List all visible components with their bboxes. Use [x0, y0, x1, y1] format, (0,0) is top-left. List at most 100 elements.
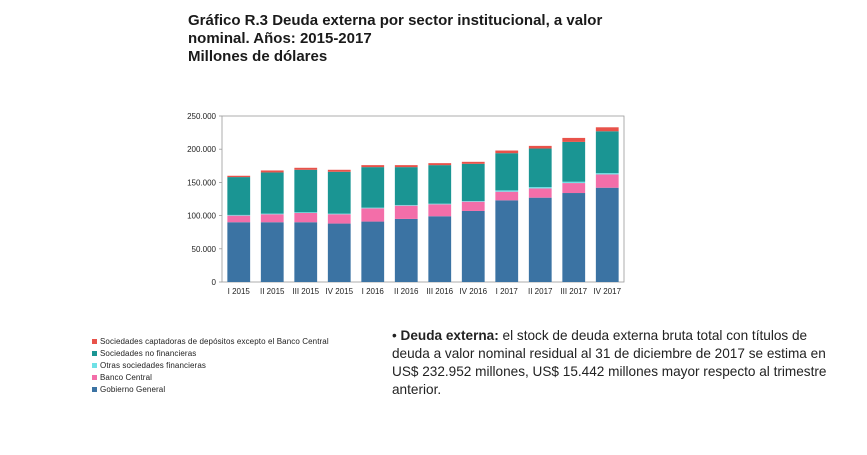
- bar-segment: [227, 214, 251, 216]
- y-tick-label: 200.000: [187, 145, 216, 154]
- bar-segment: [528, 148, 552, 188]
- bar-segment: [227, 177, 251, 215]
- bar-segment: [294, 167, 318, 170]
- bar-segment: [327, 223, 351, 282]
- bar-segment: [327, 171, 351, 214]
- x-tick-label: IV 2015: [325, 287, 353, 296]
- bar-segment: [461, 210, 485, 282]
- bar-segment: [495, 200, 519, 282]
- bar-segment: [361, 208, 385, 222]
- legend-item-sociedades-no-financieras: Sociedades no financieras: [92, 347, 392, 359]
- bar-segment: [528, 145, 552, 149]
- bar-segment: [428, 204, 452, 217]
- legend-label-sociedades-no-financieras: Sociedades no financieras: [100, 348, 197, 358]
- bar-segment: [595, 131, 619, 174]
- chart-title: Gráfico R.3 Deuda externa por sector ins…: [188, 12, 688, 66]
- legend-item-sociedades-captadoras: Sociedades captadoras de depósitos excep…: [92, 335, 392, 347]
- bar-segment: [394, 165, 418, 168]
- bar-segment: [260, 213, 284, 215]
- bar-segment: [294, 212, 318, 223]
- bar-segment: [294, 222, 318, 282]
- bar-segment: [428, 163, 452, 166]
- bar-segment: [260, 170, 284, 173]
- bar-segment: [495, 150, 519, 154]
- legend-label-gobierno-general: Gobierno General: [100, 384, 166, 394]
- bar-segment: [562, 141, 586, 182]
- legend-swatch-banco-central: [92, 374, 97, 380]
- legend-swatch-sociedades-no-financieras: [92, 350, 97, 356]
- legend-swatch-gobierno-general: [92, 386, 97, 392]
- y-tick-label: 250.000: [187, 112, 216, 121]
- legend-label-otras-sociedades-financieras: Otras sociedades financieras: [100, 360, 206, 370]
- bar-segment: [227, 215, 251, 223]
- legend-item-gobierno-general: Gobierno General: [92, 383, 392, 395]
- bar-segment: [361, 167, 385, 208]
- bar-segment: [361, 221, 385, 282]
- x-tick-label: IV 2017: [593, 287, 621, 296]
- legend-swatch-sociedades-captadoras: [92, 338, 97, 344]
- bar-segment: [595, 187, 619, 282]
- bar-segment: [528, 187, 552, 189]
- x-tick-label: III 2017: [560, 287, 587, 296]
- bar-segment: [227, 175, 251, 178]
- bar-segment: [327, 214, 351, 224]
- bar-segment: [461, 161, 485, 164]
- bar-segment: [260, 222, 284, 282]
- summary-text: el stock de deuda externa bruta total co…: [392, 328, 827, 397]
- x-tick-label: II 2015: [260, 287, 285, 296]
- bar-segment: [394, 167, 418, 205]
- bar-segment: [461, 201, 485, 211]
- bar-segment: [595, 127, 619, 132]
- bar-segment: [394, 218, 418, 282]
- bar-segment: [562, 183, 586, 194]
- chart-legend: Sociedades captadoras de depósitos excep…: [92, 335, 392, 395]
- bar-segment: [495, 191, 519, 201]
- bar-segment: [461, 200, 485, 202]
- y-tick-label: 100.000: [187, 212, 216, 221]
- bar-segment: [595, 173, 619, 175]
- bar-segment: [428, 216, 452, 282]
- y-tick-label: 50.000: [192, 245, 217, 254]
- bar-segment: [227, 222, 251, 282]
- y-tick-label: 150.000: [187, 178, 216, 187]
- y-tick-label: 0: [212, 278, 217, 287]
- x-tick-label: III 2016: [426, 287, 453, 296]
- x-tick-label: I 2015: [228, 287, 251, 296]
- plot-frame: [221, 115, 625, 283]
- bar-segment: [327, 169, 351, 172]
- bar-segment: [394, 204, 418, 206]
- legend-label-banco-central: Banco Central: [100, 372, 152, 382]
- bar-segment: [595, 174, 619, 188]
- legend-label-sociedades-captadoras: Sociedades captadoras de depósitos excep…: [100, 336, 329, 346]
- bar-segment: [495, 153, 519, 191]
- bar-segment: [260, 172, 284, 214]
- chart-title-line-2: nominal. Años: 2015-2017: [188, 30, 372, 47]
- bar-segment: [327, 213, 351, 215]
- bar-segment: [428, 165, 452, 204]
- summary-heading: Deuda externa:: [400, 328, 499, 343]
- x-tick-label: I 2016: [362, 287, 385, 296]
- legend-item-otras-sociedades-financieras: Otras sociedades financieras: [92, 359, 392, 371]
- x-tick-label: I 2017: [496, 287, 519, 296]
- bar-segment: [294, 169, 318, 213]
- bar-segment: [562, 137, 586, 142]
- stacked-bar-chart: 0 50.000 100.000 150.000 200.000 250.000 I 201…: [187, 112, 625, 296]
- bar-segment: [428, 203, 452, 205]
- bar-segment: [294, 212, 318, 213]
- x-tick-label: IV 2016: [459, 287, 487, 296]
- x-tick-label: III 2015: [292, 287, 319, 296]
- bullet: •: [392, 328, 397, 343]
- bar-segment: [528, 188, 552, 198]
- chart-title-line-3: Millones de dólares: [188, 48, 328, 65]
- bar-segment: [361, 165, 385, 168]
- summary-paragraph: • Deuda externa: el stock de deuda exter…: [392, 327, 832, 399]
- chart-title-line-1: Gráfico R.3 Deuda externa por sector ins…: [188, 12, 603, 29]
- bar-segment: [495, 190, 519, 192]
- legend-item-banco-central: Banco Central: [92, 371, 392, 383]
- bar-segment: [562, 193, 586, 282]
- bar-segment: [461, 163, 485, 201]
- bar-segment: [361, 207, 385, 209]
- bar-segment: [394, 205, 418, 219]
- x-tick-label: II 2016: [394, 287, 419, 296]
- bar-segment: [260, 214, 284, 223]
